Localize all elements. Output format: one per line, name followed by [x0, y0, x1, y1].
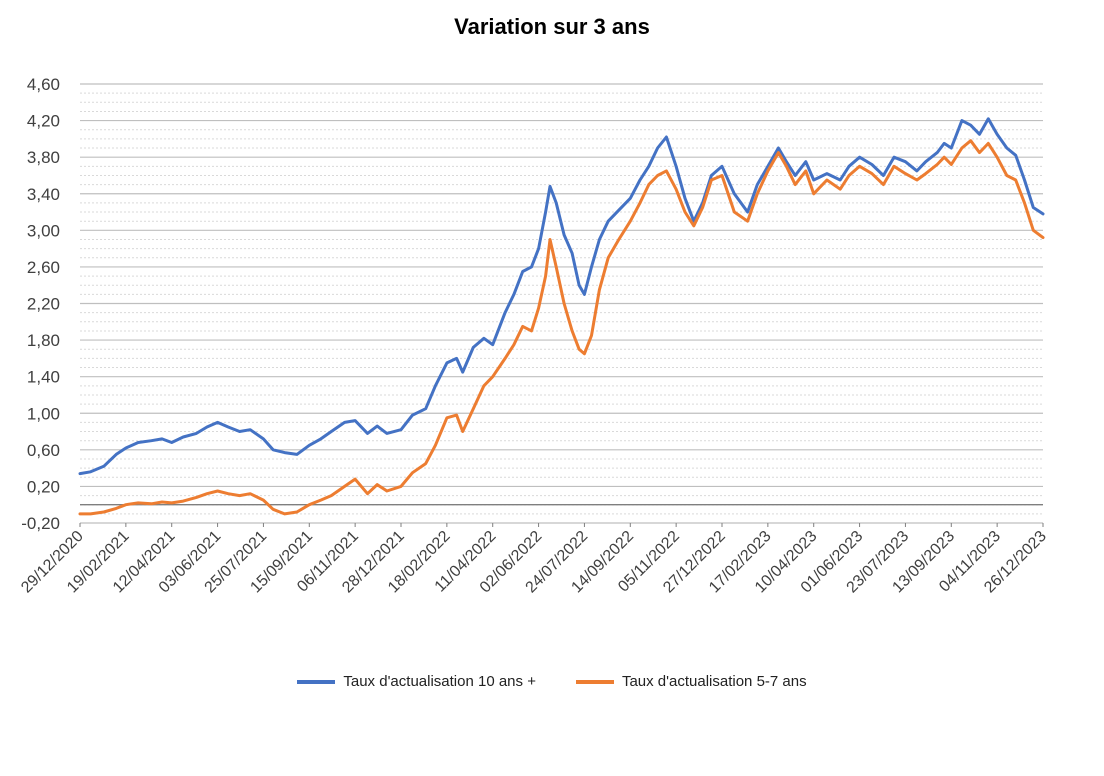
- y-tick-label: 1,80: [27, 331, 60, 350]
- legend-item-10-ans: Taux d'actualisation 10 ans +: [297, 673, 536, 690]
- y-tick-label: 1,00: [27, 404, 60, 423]
- y-tick-label: -0,20: [21, 514, 60, 533]
- y-tick-label: 3,80: [27, 148, 60, 167]
- y-tick-label: 4,20: [27, 112, 60, 131]
- chart-title: Variation sur 3 ans: [454, 14, 650, 39]
- legend-swatch-10-ans: [297, 679, 336, 684]
- legend-label-10-ans: Taux d'actualisation 10 ans +: [343, 673, 536, 690]
- y-tick-label: 0,20: [27, 477, 60, 496]
- legend-label-5-7-ans: Taux d'actualisation 5-7 ans: [621, 673, 807, 690]
- y-tick-label: 3,00: [27, 221, 60, 240]
- legend-item-5-7-ans: Taux d'actualisation 5-7 ans: [575, 673, 807, 690]
- series-line-10-ans: [78, 117, 1045, 476]
- y-tick-label: 2,20: [27, 295, 60, 314]
- y-tick-label: 3,40: [27, 185, 60, 204]
- legend: Taux d'actualisation 10 ans + Taux d'act…: [0, 673, 1104, 690]
- y-tick-label: 0,60: [27, 441, 60, 460]
- line-chart: -0,20 0,20 0,60 1,00 1,40 1,80 2,20 2,60 3,00 3,4…: [18, 75, 1050, 596]
- y-tick-label: 1,40: [27, 368, 60, 387]
- y-tick-label: 4,60: [27, 75, 60, 94]
- legend-swatch-5-7-ans: [575, 679, 614, 684]
- y-tick-label: 2,60: [27, 258, 60, 277]
- series-line-5-7-ans: [78, 139, 1045, 516]
